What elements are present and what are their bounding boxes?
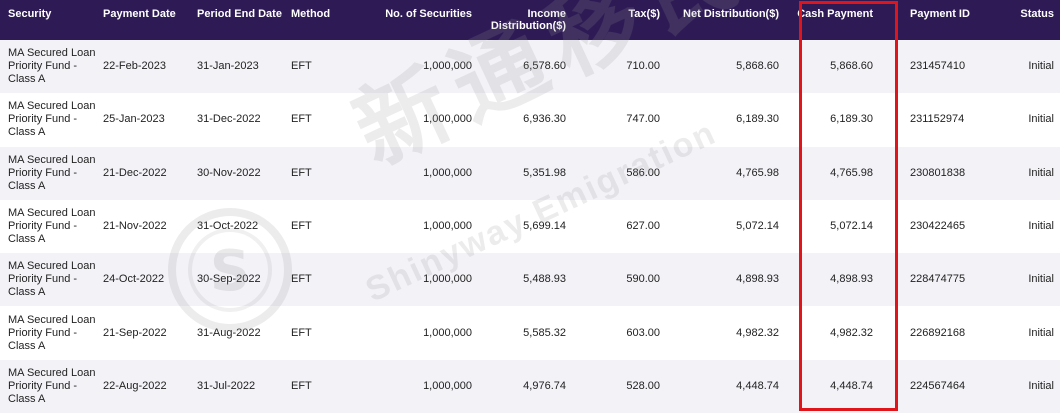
cell-payment-date: 25-Jan-2023 xyxy=(103,113,165,126)
cell-method: EFT xyxy=(291,60,312,72)
table-row[interactable]: MA Secured Loan Priority Fund - Class A 2… xyxy=(0,253,1060,307)
table-row[interactable]: MA Secured Loan Priority Fund - Class A 2… xyxy=(0,40,1060,93)
column-header-payment-id[interactable]: Payment ID xyxy=(910,8,970,20)
cell-status: Initial xyxy=(1028,326,1054,339)
cell-no-of-securities: 1,000,000 xyxy=(423,60,472,72)
cell-no-of-securities: 1,000,000 xyxy=(423,113,472,126)
table-row[interactable]: MA Secured Loan Priority Fund - Class A 2… xyxy=(0,306,1060,360)
cell-payment-id: 230422465 xyxy=(910,219,966,232)
cell-security: MA Secured Loan Priority Fund - Class A xyxy=(8,100,96,139)
cell-method: EFT xyxy=(291,273,312,286)
table-row[interactable]: MA Secured Loan Priority Fund - Class A 2… xyxy=(0,359,1060,413)
cell-cash-payment: 4,982.32 xyxy=(830,326,873,339)
cell-payment-date: 22-Feb-2023 xyxy=(103,60,166,72)
cell-payment-id: 231152974 xyxy=(910,113,965,126)
cell-security: MA Secured Loan Priority Fund - Class A xyxy=(8,260,96,299)
column-header-net-distribution[interactable]: Net Distribution($) xyxy=(683,8,779,20)
cell-payment-id: 224567464 xyxy=(910,379,966,392)
cell-status: Initial xyxy=(1028,379,1054,392)
cell-income-distribution: 5,488.93 xyxy=(523,273,566,286)
cell-status: Initial xyxy=(1028,273,1054,286)
cell-cash-payment: 5,072.14 xyxy=(830,219,873,232)
cell-income-distribution: 5,585.32 xyxy=(523,326,566,339)
column-header-method[interactable]: Method xyxy=(291,8,331,20)
cell-method: EFT xyxy=(291,326,312,339)
column-header-no-of-securities[interactable]: No. of Securities xyxy=(385,8,472,20)
cell-no-of-securities: 1,000,000 xyxy=(423,326,472,339)
cell-no-of-securities: 1,000,000 xyxy=(423,166,472,179)
cell-payment-date: 21-Dec-2022 xyxy=(103,166,167,179)
cell-period-end-date: 31-Aug-2022 xyxy=(197,326,261,339)
cell-income-distribution: 6,578.60 xyxy=(523,60,566,72)
cell-method: EFT xyxy=(291,219,312,232)
column-header-status[interactable]: Status xyxy=(1020,8,1054,20)
cell-period-end-date: 31-Oct-2022 xyxy=(197,219,259,232)
cell-tax: 528.00 xyxy=(626,379,660,392)
column-header-security[interactable]: Security xyxy=(8,8,52,20)
cell-payment-id: 228474775 xyxy=(910,273,966,286)
cell-payment-date: 22-Aug-2022 xyxy=(103,379,167,392)
cell-net-distribution: 4,898.93 xyxy=(736,273,779,286)
column-header-period-end-date[interactable]: Period End Date xyxy=(197,8,282,20)
cell-cash-payment: 4,898.93 xyxy=(830,273,873,286)
cell-net-distribution: 4,448.74 xyxy=(736,379,779,392)
cell-net-distribution: 4,982.32 xyxy=(736,326,779,339)
cell-status: Initial xyxy=(1028,219,1054,232)
cell-status: Initial xyxy=(1028,166,1054,179)
table-row[interactable]: MA Secured Loan Priority Fund - Class A 2… xyxy=(0,93,1060,147)
cell-income-distribution: 4,976.74 xyxy=(523,379,566,392)
cell-security: MA Secured Loan Priority Fund - Class A xyxy=(8,313,96,352)
cell-method: EFT xyxy=(291,379,312,392)
cell-income-distribution: 5,351.98 xyxy=(523,166,566,179)
column-header-income-distribution[interactable]: Income Distribution($) xyxy=(490,8,566,32)
cell-net-distribution: 6,189.30 xyxy=(736,113,779,126)
cell-method: EFT xyxy=(291,113,312,126)
cell-cash-payment: 4,765.98 xyxy=(830,166,873,179)
cell-cash-payment: 5,868.60 xyxy=(830,60,873,72)
cell-payment-id: 231457410 xyxy=(910,60,966,72)
cell-security: MA Secured Loan Priority Fund - Class A xyxy=(8,366,96,405)
table-row[interactable]: MA Secured Loan Priority Fund - Class A 2… xyxy=(0,199,1060,253)
cell-period-end-date: 31-Dec-2022 xyxy=(197,113,261,126)
column-header-payment-date[interactable]: Payment Date xyxy=(103,8,176,20)
cell-payment-id: 230801838 xyxy=(910,166,966,179)
cell-status: Initial xyxy=(1028,113,1054,126)
cell-no-of-securities: 1,000,000 xyxy=(423,219,472,232)
column-header-tax[interactable]: Tax($) xyxy=(628,8,660,20)
cell-security: MA Secured Loan Priority Fund - Class A xyxy=(8,153,96,192)
cell-status: Initial xyxy=(1028,60,1054,72)
cell-period-end-date: 31-Jul-2022 xyxy=(197,379,256,392)
cell-period-end-date: 30-Nov-2022 xyxy=(197,166,261,179)
cell-method: EFT xyxy=(291,166,312,179)
cell-payment-date: 24-Oct-2022 xyxy=(103,273,165,286)
cell-net-distribution: 4,765.98 xyxy=(736,166,779,179)
cell-security: MA Secured Loan Priority Fund - Class A xyxy=(8,47,96,85)
cell-period-end-date: 31-Jan-2023 xyxy=(197,60,259,72)
table-header: Security Payment Date Period End Date Metho… xyxy=(0,0,1060,40)
cell-net-distribution: 5,072.14 xyxy=(736,219,779,232)
cell-tax: 627.00 xyxy=(626,219,660,232)
column-header-cash-payment[interactable]: Cash Payment xyxy=(797,8,873,20)
cell-net-distribution: 5,868.60 xyxy=(736,60,779,72)
cell-income-distribution: 5,699.14 xyxy=(523,219,566,232)
cell-tax: 586.00 xyxy=(626,166,660,179)
cell-tax: 747.00 xyxy=(626,113,660,126)
cell-tax: 590.00 xyxy=(626,273,660,286)
cell-period-end-date: 30-Sep-2022 xyxy=(197,273,261,286)
cell-cash-payment: 6,189.30 xyxy=(830,113,873,126)
cell-tax: 710.00 xyxy=(626,60,660,72)
cell-income-distribution: 6,936.30 xyxy=(523,113,566,126)
cell-payment-id: 226892168 xyxy=(910,326,966,339)
cell-payment-date: 21-Nov-2022 xyxy=(103,219,167,232)
cell-no-of-securities: 1,000,000 xyxy=(423,379,472,392)
cell-payment-date: 21-Sep-2022 xyxy=(103,326,167,339)
cell-tax: 603.00 xyxy=(626,326,660,339)
table-row[interactable]: MA Secured Loan Priority Fund - Class A 2… xyxy=(0,146,1060,200)
cell-no-of-securities: 1,000,000 xyxy=(423,273,472,286)
cell-security: MA Secured Loan Priority Fund - Class A xyxy=(8,206,96,245)
cell-cash-payment: 4,448.74 xyxy=(830,379,873,392)
